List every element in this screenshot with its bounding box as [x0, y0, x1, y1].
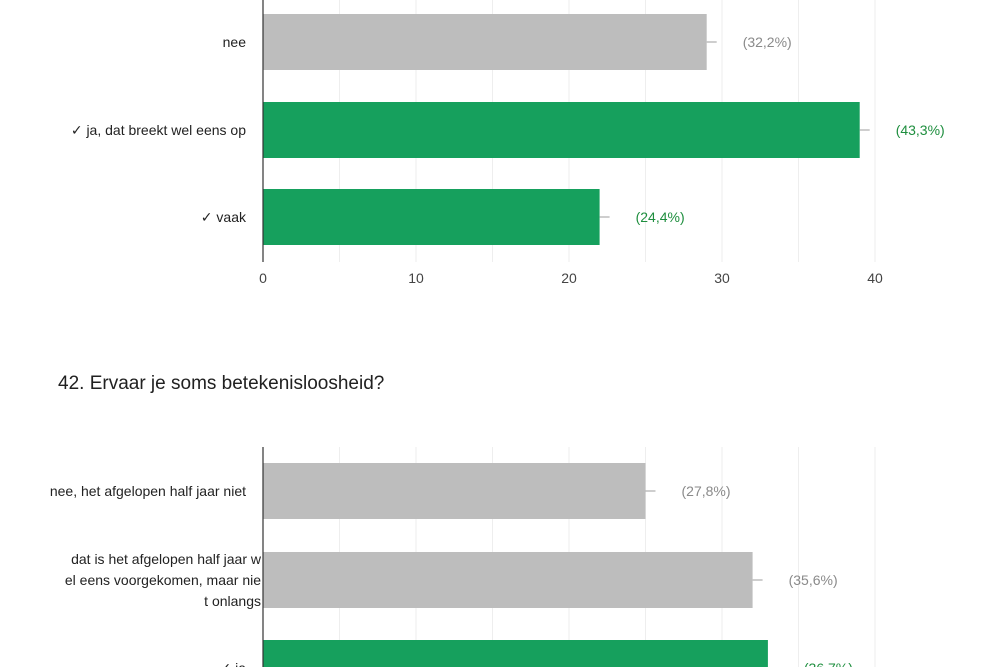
data-label: (35,6%): [789, 572, 838, 588]
x-tick-label: 40: [867, 270, 883, 286]
data-label: (43,3%): [896, 122, 945, 138]
question-title: 42. Ervaar je soms betekenisloosheid?: [58, 373, 385, 394]
bar: [263, 552, 753, 608]
x-tick-label: 20: [561, 270, 577, 286]
bar-correct: [263, 640, 768, 667]
bar-correct: [263, 102, 860, 158]
bar: [263, 14, 707, 70]
data-label: (24,4%): [636, 209, 685, 225]
category-label: nee, het afgelopen half jaar niet: [50, 483, 246, 499]
category-label: ✓ ja: [219, 660, 246, 667]
data-label: (27,8%): [682, 483, 731, 499]
bar-correct: [263, 189, 600, 245]
category-label: nee: [223, 34, 247, 50]
category-label-line: dat is het afgelopen half jaar w: [71, 551, 262, 567]
bar: [263, 463, 646, 519]
data-label: (32,2%): [743, 34, 792, 50]
x-tick-label: 0: [259, 270, 267, 286]
x-tick-label: 10: [408, 270, 424, 286]
category-label-line: el eens voorgekomen, maar nie: [65, 572, 261, 588]
category-label: dat is het afgelopen half jaar w el eens …: [65, 551, 262, 609]
category-label: ✓ vaak: [201, 209, 247, 225]
category-label-line: t onlangs: [204, 593, 261, 609]
category-label: ✓ ja, dat breekt wel eens op: [71, 122, 246, 138]
data-label: (36,7%): [804, 660, 853, 667]
x-tick-label: 30: [714, 270, 730, 286]
